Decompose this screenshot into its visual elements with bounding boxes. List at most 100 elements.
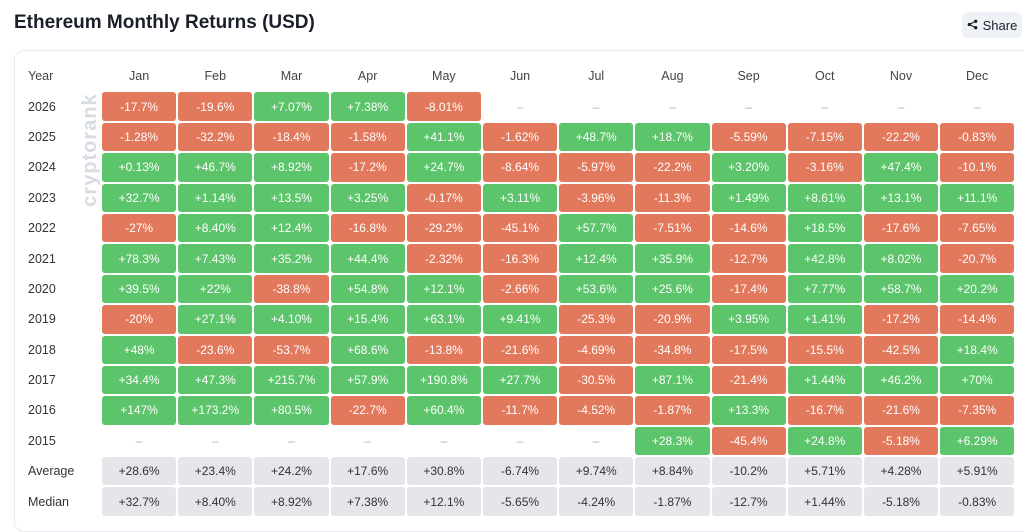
return-cell: +80.5% — [254, 396, 329, 425]
return-cell: +70% — [940, 365, 1015, 395]
stat-row-label: Average — [28, 464, 75, 479]
return-cell: +48.7% — [559, 122, 634, 152]
column-header-month: Mar — [280, 69, 303, 84]
column-header-month: May — [432, 69, 456, 84]
stat-cell: +17.6% — [330, 457, 405, 486]
return-cell: +147% — [102, 396, 177, 425]
return-cell: +0.13% — [102, 153, 177, 182]
return-cell: -7.65% — [940, 213, 1015, 243]
return-cell: +24.7% — [406, 153, 481, 182]
return-cell: +3.11% — [482, 183, 558, 212]
return-cell: +18.7% — [635, 122, 710, 152]
return-cell: -5.97% — [559, 153, 634, 182]
return-cell: +20.2% — [940, 274, 1015, 304]
return-cell: +68.6% — [330, 335, 405, 364]
return-cell: -25.3% — [559, 305, 634, 334]
return-cell: -1.87% — [635, 396, 710, 425]
column-header-month: Jul — [588, 69, 605, 84]
return-cell: -53.7% — [254, 335, 329, 364]
year-label: 2022 — [28, 221, 56, 236]
return-cell: – — [973, 99, 981, 114]
return-cell: -22.2% — [863, 122, 939, 152]
return-cell: – — [821, 99, 829, 114]
return-cell: -14.4% — [940, 305, 1015, 334]
return-cell: -17.5% — [711, 335, 786, 364]
share-button[interactable]: Share — [962, 12, 1022, 38]
return-cell: +173.2% — [178, 396, 253, 425]
stat-cell: -6.74% — [482, 457, 558, 486]
return-cell: +44.4% — [330, 244, 405, 273]
stat-cell: -0.83% — [940, 487, 1015, 516]
return-cell: -1.62% — [482, 122, 558, 152]
return-cell: +78.3% — [102, 244, 177, 273]
return-cell: +58.7% — [863, 274, 939, 304]
return-cell: +42.8% — [787, 244, 862, 273]
year-label: 2019 — [28, 312, 56, 327]
return-cell: +1.49% — [711, 183, 786, 212]
return-cell: +13.3% — [711, 396, 786, 425]
stat-cell: +23.4% — [178, 457, 253, 486]
return-cell: +9.41% — [482, 305, 558, 334]
stat-cell: +5.71% — [787, 457, 862, 486]
return-cell: -16.3% — [482, 244, 558, 273]
return-cell: -7.15% — [787, 122, 862, 152]
return-cell: -20.9% — [635, 305, 710, 334]
stat-cell: -4.24% — [559, 487, 634, 516]
year-label: 2016 — [28, 403, 56, 418]
return-cell: +60.4% — [406, 396, 481, 425]
return-cell: +190.8% — [406, 365, 481, 395]
return-cell: +63.1% — [406, 305, 481, 334]
return-cell: -27% — [102, 213, 177, 243]
stat-cell: +9.74% — [559, 457, 634, 486]
return-cell: +57.9% — [330, 365, 405, 395]
share-label: Share — [982, 17, 1018, 33]
stat-cell: +8.84% — [635, 457, 710, 486]
year-label: 2018 — [28, 342, 56, 357]
return-cell: +15.4% — [330, 305, 405, 334]
stat-cell: +8.40% — [178, 487, 253, 516]
return-cell: +8.92% — [254, 153, 329, 182]
year-label: 2024 — [28, 160, 56, 175]
return-cell: -11.3% — [635, 183, 710, 212]
return-cell: +27.7% — [482, 365, 558, 395]
return-cell: +46.2% — [863, 365, 939, 395]
return-cell: -1.58% — [330, 122, 405, 152]
stat-cell: -5.65% — [482, 487, 558, 516]
return-cell: -17.2% — [330, 153, 405, 182]
stat-cell: +7.38% — [330, 487, 405, 516]
stat-cell: +30.8% — [406, 457, 481, 486]
return-cell: -16.7% — [787, 396, 862, 425]
return-cell: +8.40% — [178, 213, 253, 243]
return-cell: -8.64% — [482, 153, 558, 182]
return-cell: – — [135, 433, 143, 448]
return-cell: -17.2% — [863, 305, 939, 334]
return-cell: – — [669, 99, 676, 114]
return-cell: +47.4% — [863, 153, 939, 182]
return-cell: +48% — [102, 335, 177, 364]
return-cell: – — [364, 433, 371, 448]
stat-cell: +4.28% — [863, 457, 939, 486]
return-cell: +1.41% — [787, 305, 862, 334]
return-cell: +12.4% — [254, 213, 329, 243]
return-cell: -38.8% — [254, 274, 329, 304]
return-cell: -7.35% — [940, 396, 1015, 425]
return-cell: -17.7% — [102, 92, 177, 121]
return-cell: -7.51% — [635, 213, 710, 243]
return-cell: -22.7% — [330, 396, 405, 425]
stat-cell: -10.2% — [711, 457, 786, 486]
return-cell: +46.7% — [178, 153, 253, 182]
return-cell: -0.17% — [406, 183, 481, 212]
stat-cell: -12.7% — [711, 487, 786, 516]
column-header-month: Apr — [357, 69, 378, 84]
year-label: 2020 — [28, 281, 56, 296]
return-cell: -8.01% — [406, 92, 481, 121]
column-header-month: Jan — [129, 69, 150, 84]
year-label: 2021 — [28, 251, 56, 266]
return-cell: -17.6% — [863, 213, 939, 243]
return-cell: +8.02% — [863, 244, 939, 273]
return-cell: +22% — [178, 274, 253, 304]
return-cell: +34.4% — [102, 365, 177, 395]
return-cell: +87.1% — [635, 365, 710, 395]
return-cell: +18.5% — [787, 213, 862, 243]
return-cell: -3.96% — [559, 183, 634, 212]
